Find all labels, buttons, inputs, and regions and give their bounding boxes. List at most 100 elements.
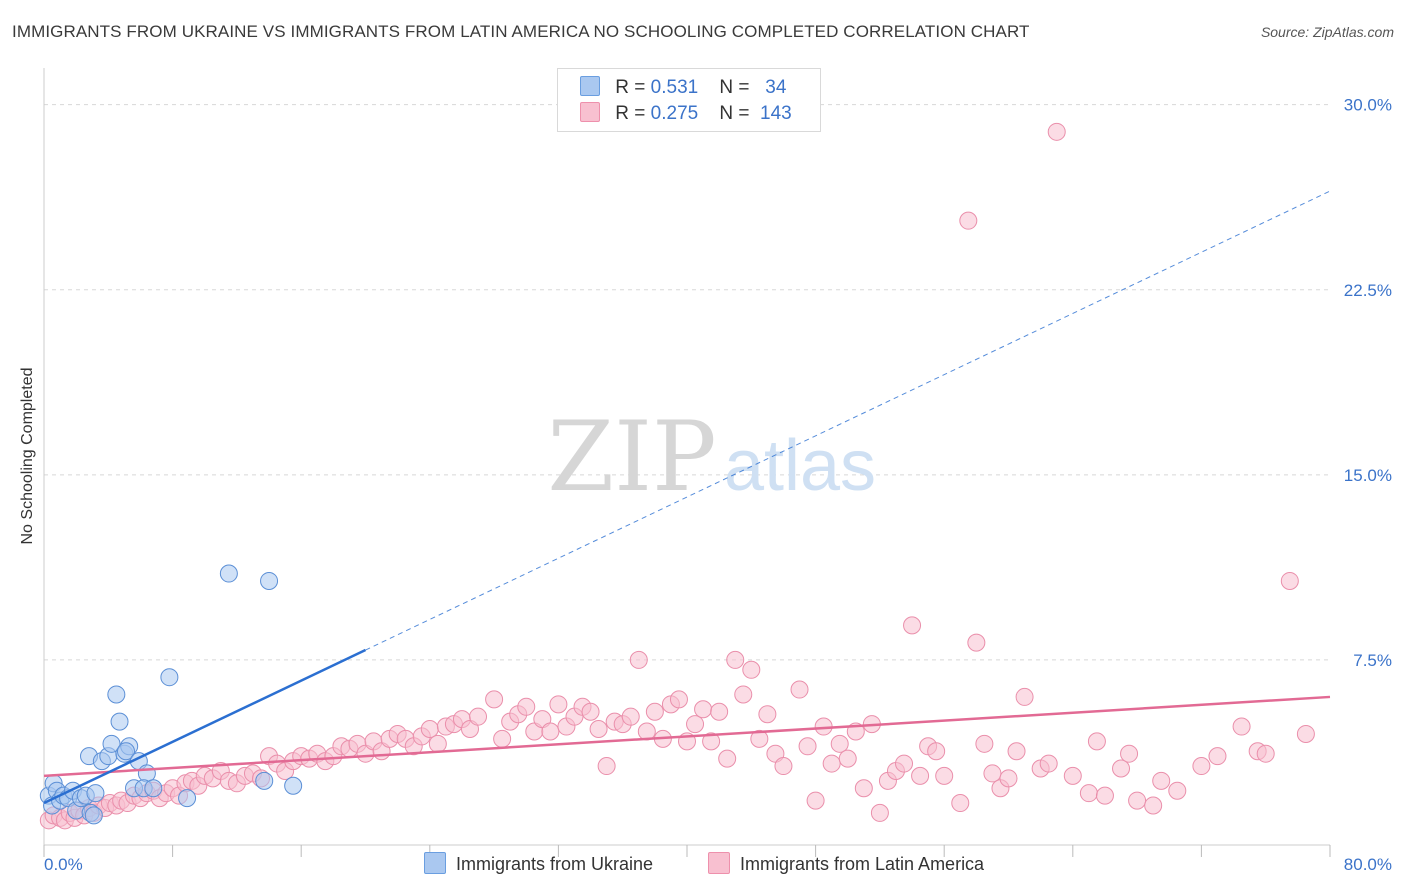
data-point-latin-america bbox=[903, 616, 922, 635]
data-point-latin-america bbox=[750, 729, 769, 748]
data-point-latin-america bbox=[999, 769, 1018, 788]
trend-line-latin-america bbox=[43, 695, 1331, 778]
data-point-latin-america bbox=[1112, 759, 1131, 778]
trend-line-ukraine bbox=[43, 648, 367, 805]
data-point-latin-america bbox=[420, 720, 439, 739]
data-point-latin-america bbox=[967, 633, 986, 652]
data-point-latin-america bbox=[1256, 744, 1275, 763]
data-point-latin-america bbox=[645, 702, 664, 721]
data-point-ukraine bbox=[284, 776, 303, 795]
data-point-latin-america bbox=[686, 715, 705, 734]
data-point-latin-america bbox=[597, 757, 616, 776]
legend-swatch-ukraine bbox=[580, 76, 600, 96]
data-point-latin-america bbox=[621, 707, 640, 726]
data-point-latin-america bbox=[1280, 571, 1299, 590]
legend-swatch-ukraine bbox=[424, 852, 446, 874]
data-point-latin-america bbox=[790, 680, 809, 699]
data-point-latin-america bbox=[1152, 771, 1171, 790]
y-tick-label: 7.5% bbox=[1353, 651, 1392, 670]
source-label: Source: ZipAtlas.com bbox=[1260, 24, 1394, 40]
data-point-latin-america bbox=[581, 702, 600, 721]
legend-label-ukraine: Immigrants from Ukraine bbox=[456, 854, 654, 874]
data-point-latin-america bbox=[1063, 766, 1082, 785]
data-point-ukraine bbox=[110, 712, 129, 731]
n-value-latin-america: 143 bbox=[760, 103, 792, 124]
y-tick-label: 15.0% bbox=[1344, 466, 1392, 485]
data-point-ukraine bbox=[116, 742, 135, 761]
tick-labels: 7.5% 15.0% 22.5% 30.0% 0.0% 80.0% bbox=[44, 96, 1392, 874]
n-value-ukraine: 34 bbox=[765, 77, 787, 98]
data-point-latin-america bbox=[1296, 724, 1315, 743]
data-point-latin-america bbox=[1095, 786, 1114, 805]
data-point-latin-america bbox=[935, 766, 954, 785]
data-point-latin-america bbox=[1208, 747, 1227, 766]
r-label: R = bbox=[615, 103, 646, 124]
data-point-ukraine bbox=[102, 734, 121, 753]
legend-item-latin-america[interactable]: Immigrants from Latin America bbox=[708, 852, 984, 875]
x-tick-label: 80.0% bbox=[1344, 855, 1392, 874]
data-point-latin-america bbox=[485, 690, 504, 709]
data-point-latin-america bbox=[541, 722, 560, 741]
data-point-latin-america bbox=[1192, 757, 1211, 776]
trend-lines bbox=[43, 190, 1331, 805]
ukraine-points bbox=[39, 564, 303, 825]
watermark-zip: ZIP bbox=[547, 401, 716, 513]
legend-item-ukraine[interactable]: Immigrants from Ukraine bbox=[424, 852, 653, 875]
trend-line-ukraine-extension bbox=[365, 190, 1331, 651]
data-point-latin-america bbox=[1047, 122, 1066, 141]
data-point-latin-america bbox=[428, 734, 447, 753]
y-tick-label: 22.5% bbox=[1344, 281, 1392, 300]
data-point-latin-america bbox=[718, 749, 737, 768]
data-point-latin-america bbox=[1144, 796, 1163, 815]
data-point-ukraine bbox=[107, 685, 126, 704]
data-point-latin-america bbox=[1079, 784, 1098, 803]
data-point-latin-america bbox=[1168, 781, 1187, 800]
data-point-latin-america bbox=[975, 734, 994, 753]
data-point-latin-america bbox=[549, 695, 568, 714]
data-point-latin-america bbox=[742, 660, 761, 679]
r-value-latin-america: 0.275 bbox=[650, 103, 699, 124]
data-point-latin-america bbox=[806, 791, 825, 810]
n-label: N = bbox=[719, 77, 750, 98]
data-point-ukraine bbox=[219, 564, 238, 583]
chart-title: IMMIGRANTS FROM UKRAINE VS IMMIGRANTS FR… bbox=[12, 22, 1030, 41]
data-point-latin-america bbox=[959, 211, 978, 230]
data-point-latin-america bbox=[895, 754, 914, 773]
data-point-latin-america bbox=[983, 764, 1002, 783]
watermark-atlas: atlas bbox=[724, 426, 876, 506]
legend-row-latin-america: R = 0.275 N = 143 bbox=[580, 102, 792, 126]
data-point-latin-america bbox=[734, 685, 753, 704]
data-point-latin-america bbox=[774, 757, 793, 776]
data-point-latin-america bbox=[1039, 754, 1058, 773]
data-point-ukraine bbox=[260, 571, 279, 590]
data-point-latin-america bbox=[830, 734, 849, 753]
r-label: R = bbox=[615, 77, 646, 98]
data-point-latin-america bbox=[854, 779, 873, 798]
data-point-ukraine bbox=[178, 789, 197, 808]
data-point-latin-america bbox=[669, 690, 688, 709]
data-point-latin-america bbox=[469, 707, 488, 726]
data-point-latin-america bbox=[1232, 717, 1251, 736]
series-legend: Immigrants from Ukraine Immigrants from … bbox=[0, 852, 1406, 878]
stats-legend: R = 0.531 N = 34 R = 0.275 N = 143 bbox=[557, 68, 821, 132]
data-point-latin-america bbox=[517, 697, 536, 716]
r-value-ukraine: 0.531 bbox=[650, 77, 699, 98]
data-point-latin-america bbox=[694, 700, 713, 719]
data-point-ukraine bbox=[160, 668, 179, 687]
axes bbox=[43, 68, 1331, 857]
data-point-latin-america bbox=[911, 766, 930, 785]
legend-label-latin-america: Immigrants from Latin America bbox=[740, 854, 985, 874]
data-point-latin-america bbox=[493, 729, 512, 748]
legend-swatch-latin-america bbox=[708, 852, 730, 874]
data-point-latin-america bbox=[1087, 732, 1106, 751]
x-tick-label: 0.0% bbox=[44, 855, 83, 874]
data-point-latin-america bbox=[629, 650, 648, 669]
legend-row-ukraine: R = 0.531 N = 34 bbox=[580, 76, 786, 100]
data-point-ukraine bbox=[86, 784, 105, 803]
data-point-latin-america bbox=[870, 803, 889, 822]
data-point-latin-america bbox=[726, 650, 745, 669]
data-point-latin-america bbox=[822, 754, 841, 773]
watermark: ZIP atlas bbox=[547, 401, 876, 513]
data-point-latin-america bbox=[798, 737, 817, 756]
